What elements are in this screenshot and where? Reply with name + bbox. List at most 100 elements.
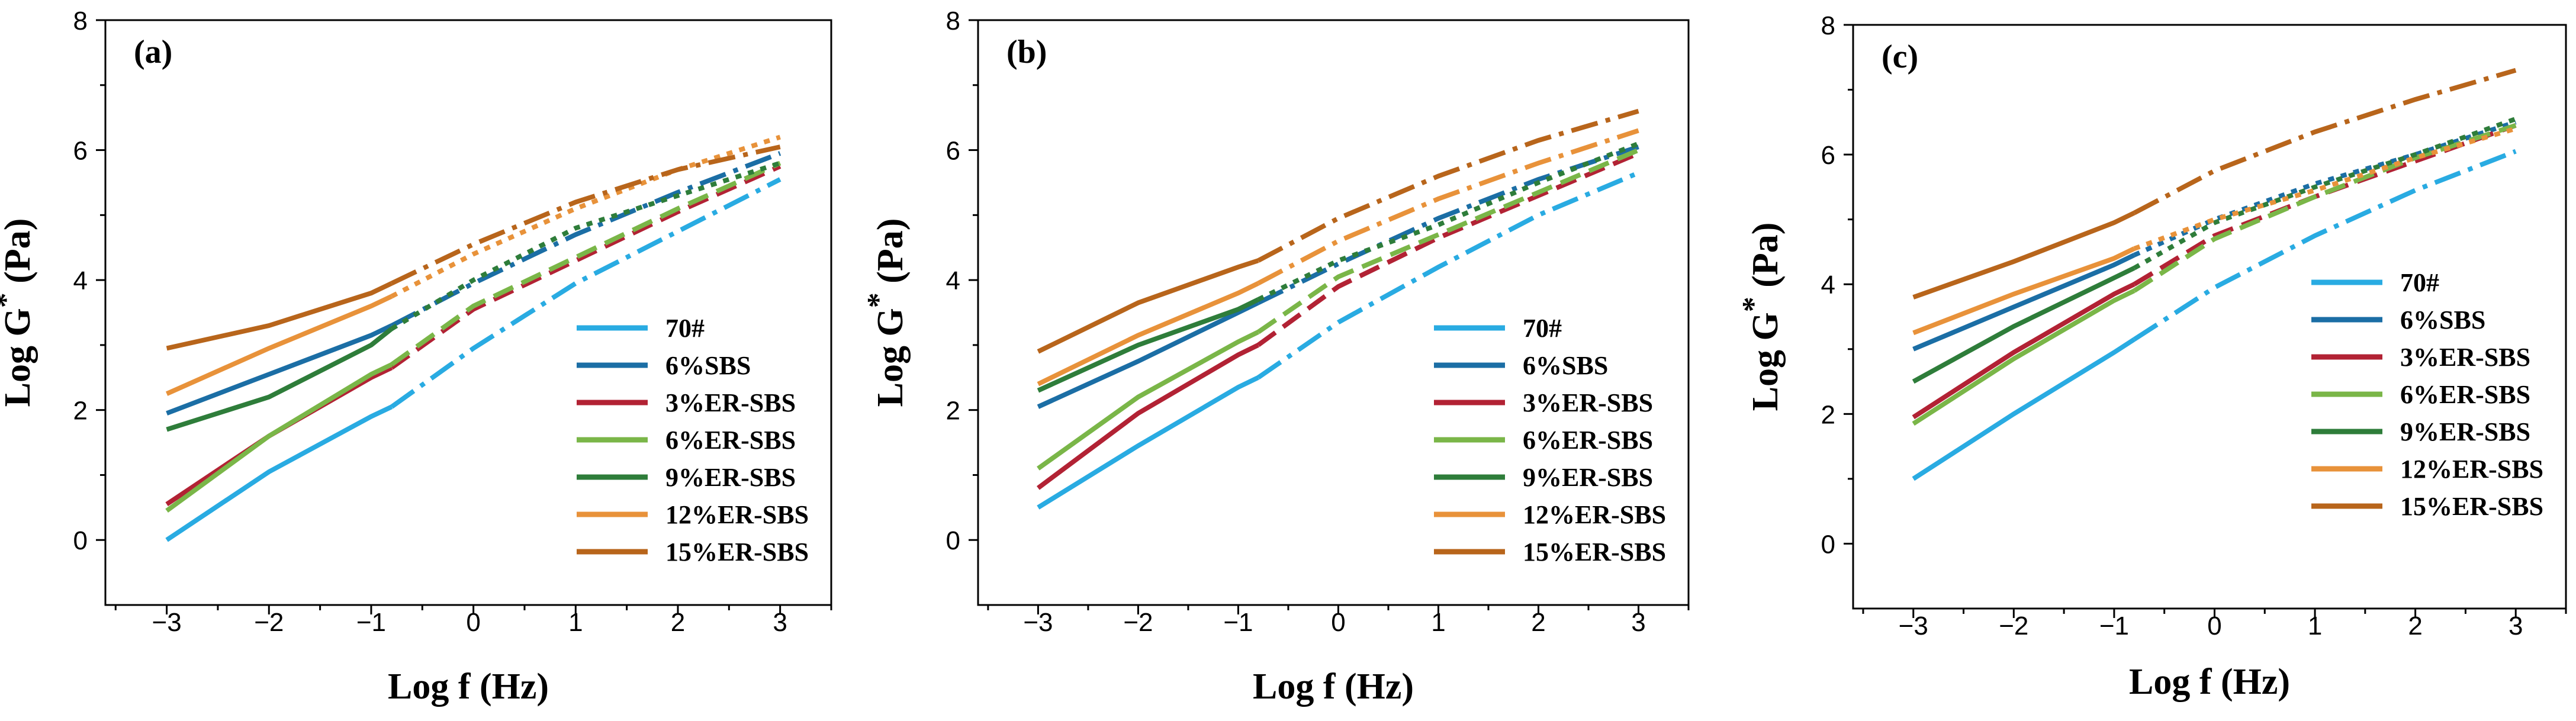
y-tick-label: 2 [1821, 400, 1835, 429]
x-tick-label: 0 [2207, 611, 2221, 640]
x-tick-label: 3 [773, 608, 787, 637]
series-measured-line [1037, 343, 1259, 490]
legend-label: 6%SBS [2400, 305, 2485, 334]
series-extrapolated-line [390, 144, 781, 286]
series-measured-line [1912, 253, 2136, 352]
panel-3: −3 −2 −1 0 1 2 3 0 2 4 6 8 (c) 70# 6%SBS 3%ER-SBS 6%ER-S… [1736, 11, 2567, 702]
legend-label: 6%SBS [1523, 351, 1608, 380]
series-measured-line [1037, 300, 1259, 409]
series-measured-line [166, 323, 393, 416]
panel-2: −3 −2 −1 0 1 2 3 0 2 4 6 8 (b) 70# 6%SBS 3%ER-SBS 6%ER-S… [861, 7, 1690, 707]
legend: 70# 6%SBS 3%ER-SBS 6%ER-SBS 9%ER-SBS 12%ER-SB… [577, 314, 809, 566]
series-70# [1037, 170, 1640, 510]
plot-frame [1852, 24, 2567, 610]
y-axis-title: Log G* (Pa) [861, 218, 911, 407]
legend-label: 12%ER-SBS [665, 500, 809, 529]
x-tick-label: −1 [1223, 608, 1253, 637]
y-tick-label: 4 [946, 266, 960, 295]
y-tick-label: 0 [946, 526, 960, 555]
y-tick-label: 8 [73, 7, 88, 36]
x-tick-label: 1 [2308, 611, 2322, 640]
x-tick-label: −2 [254, 608, 284, 637]
y-tick-label: 2 [73, 397, 88, 426]
legend-label: 6%ER-SBS [665, 426, 796, 455]
x-tick-label: 1 [568, 608, 583, 637]
series-extrapolated-line [390, 164, 782, 370]
series-6%ER-SBS [1037, 147, 1640, 471]
x-axis-title: Log f (Hz) [2129, 662, 2290, 702]
plot-frame [977, 19, 1690, 606]
series-6%SBS [1912, 120, 2517, 352]
series-extrapolated-line [1256, 147, 1640, 334]
panel-label: (c) [1882, 38, 1918, 75]
x-tick-label: −3 [1023, 608, 1053, 637]
legend-label: 9%ER-SBS [665, 463, 796, 492]
x-tick-label: 0 [1331, 608, 1345, 637]
series-extrapolated-line [1257, 141, 1639, 302]
series-12%ER-SBS [1037, 128, 1639, 387]
series-12%ER-SBS [1912, 126, 2517, 336]
series-measured-line [166, 281, 393, 351]
series-measured-line [1912, 266, 2136, 384]
series-9%ER-SBS [1037, 141, 1639, 393]
x-tick-label: 2 [2408, 611, 2422, 640]
series-measured-line [165, 362, 393, 513]
x-tick-label: 2 [671, 608, 685, 637]
series-extrapolated-line [390, 160, 782, 367]
legend-label: 3%ER-SBS [665, 388, 796, 417]
y-tick-label: 6 [73, 137, 88, 166]
y-axis-title: Log G* (Pa) [0, 218, 38, 407]
panel-label: (b) [1006, 34, 1047, 70]
x-axis-title: Log f (Hz) [1253, 667, 1414, 707]
y-tick-label: 8 [1821, 11, 1835, 40]
plot-frame [104, 19, 832, 606]
x-tick-label: 2 [1531, 608, 1545, 637]
series-measured-line [1037, 258, 1259, 354]
series-measured-line [1912, 282, 2136, 420]
x-tick-label: −2 [1123, 608, 1153, 637]
panel-1: −3 −2 −1 0 1 2 3 0 2 4 6 8 (a) 70# 6%SBS 3%ER-SBS 6%ER-S… [0, 7, 832, 707]
series-extrapolated-line [2133, 126, 2517, 251]
series-measured-line [1037, 330, 1259, 471]
series-extrapolated-line [2133, 149, 2517, 342]
panel-label: (a) [134, 34, 172, 70]
x-tick-label: −3 [1899, 611, 1928, 640]
legend-label: 9%ER-SBS [1523, 463, 1653, 492]
legend-label: 6%ER-SBS [1523, 426, 1653, 455]
y-tick-label: 4 [73, 266, 88, 295]
legend: 70# 6%SBS 3%ER-SBS 6%ER-SBS 9%ER-SBS 12%ER-SB… [1434, 314, 1666, 566]
series-measured-line [1037, 297, 1259, 393]
series-15%ER-SBS [1037, 108, 1639, 354]
y-tick-label: 0 [73, 526, 88, 555]
series-extrapolated-line [1257, 128, 1639, 286]
x-axis-title: Log f (Hz) [388, 667, 549, 707]
legend-label: 15%ER-SBS [1523, 537, 1666, 566]
legend-label: 15%ER-SBS [665, 537, 809, 566]
legend-label: 3%ER-SBS [1523, 388, 1653, 417]
legend-label: 6%SBS [665, 351, 751, 380]
series-measured-line [1037, 375, 1259, 510]
series-extrapolated-line [1257, 108, 1639, 263]
legend-label: 70# [1523, 314, 1562, 343]
legend-label: 12%ER-SBS [2400, 455, 2543, 484]
series-measured-line [165, 294, 393, 396]
legend-label: 12%ER-SBS [1523, 500, 1666, 529]
legend-label: 70# [2400, 268, 2439, 297]
series-extrapolated-line [2133, 117, 2517, 271]
series-9%ER-SBS [166, 160, 781, 432]
y-tick-label: 6 [1821, 141, 1835, 170]
series-extrapolated-line [2133, 123, 2517, 287]
series-3%ER-SBS [1037, 151, 1640, 490]
x-tick-label: −1 [356, 608, 386, 637]
y-tick-label: 2 [946, 397, 960, 426]
series-70# [1912, 149, 2517, 481]
series-measured-line [1912, 288, 2136, 426]
x-tick-label: −2 [1999, 611, 2028, 640]
legend-label: 6%ER-SBS [2400, 380, 2530, 409]
series-extrapolated-line [390, 160, 781, 331]
y-axis-title: Log G* (Pa) [1736, 223, 1786, 411]
series-15%ER-SBS [166, 144, 781, 351]
series-measured-line [1912, 211, 2136, 300]
series-extrapolated-line [390, 151, 782, 328]
